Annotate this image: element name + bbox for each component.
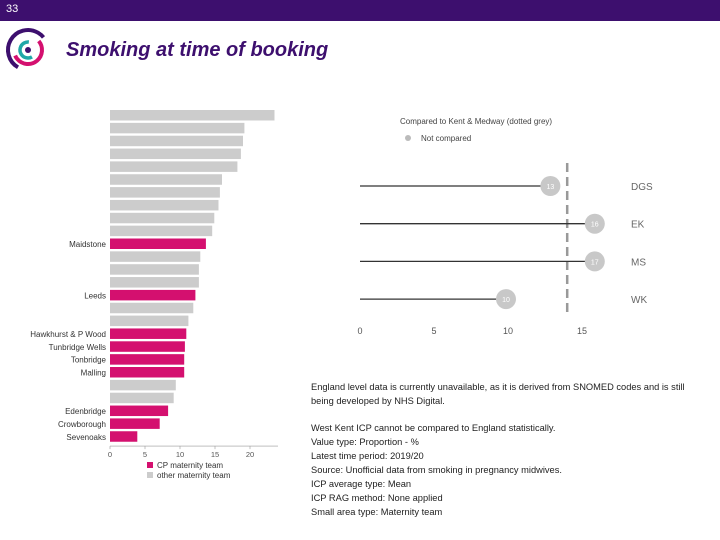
bar-label: Malling xyxy=(81,369,106,378)
bar-malling xyxy=(110,367,185,378)
lollipop-row-label: WK xyxy=(631,295,647,306)
slide-number: 33 xyxy=(6,3,19,15)
bar-other-3 xyxy=(110,148,241,160)
organisation-logo-icon xyxy=(6,28,51,72)
lollipop-x-tick-label: 15 xyxy=(577,326,587,336)
lollipop-dot-wk xyxy=(496,289,516,310)
lollipop-dot-ek xyxy=(584,213,605,234)
lollipop-x-tick-label: 0 xyxy=(357,326,362,336)
bar-x-tick-label: 20 xyxy=(246,450,254,459)
bar-other-5 xyxy=(110,174,222,185)
lollipop-value: 13 xyxy=(547,184,555,191)
bar-other-8 xyxy=(110,212,215,224)
bar-label: Edenbridge xyxy=(65,407,106,416)
page-title: Smoking at time of booking xyxy=(66,39,329,61)
notes-panel: England level data is currently unavaila… xyxy=(311,380,701,519)
bar-label: Maidstone xyxy=(69,240,106,249)
bar-hawkhurst-p-wood xyxy=(110,328,187,339)
bar-x-tick-label: 15 xyxy=(211,450,219,459)
bar-leeds xyxy=(110,289,196,301)
bar-other-15 xyxy=(110,302,194,314)
bar-other-11 xyxy=(110,251,201,262)
lollipop-dot-ms xyxy=(584,251,605,272)
bar-crowborough xyxy=(110,418,160,429)
bar-x-tick-label: 10 xyxy=(176,450,184,459)
bar-label: Leeds xyxy=(84,291,106,300)
lollipop-row-label: MS xyxy=(631,257,646,268)
lollipop-value: 10 xyxy=(502,297,510,304)
bar-label: Hawkhurst & P Wood xyxy=(30,330,106,339)
notes-line-area: Small area type: Maternity team xyxy=(311,507,443,517)
bar-other-21 xyxy=(110,379,176,391)
bar-other-22 xyxy=(110,392,174,404)
notes-line-average: ICP average type: Mean xyxy=(311,479,412,489)
bar-other-2 xyxy=(110,135,243,147)
bar-sevenoaks xyxy=(110,431,138,442)
lollipop-legend-label: Not compared xyxy=(421,134,471,143)
bar-edenbridge xyxy=(110,405,169,417)
bar-label: Sevenoaks xyxy=(66,433,106,442)
notes-line-value-type: Value type: Proportion - % xyxy=(311,437,419,447)
notes-paragraph: England level data is currently unavaila… xyxy=(311,382,685,406)
bar-other-1 xyxy=(110,122,245,134)
lollipop-x-tick-label: 10 xyxy=(503,326,513,336)
bar-other-0 xyxy=(110,110,275,121)
lollipop-title: Compared to Kent & Medway (dotted grey) xyxy=(400,117,552,126)
lollipop-row-label: EK xyxy=(631,220,645,231)
lollipop-dot-dgs xyxy=(540,176,561,196)
bar-other-13 xyxy=(110,277,199,288)
header-bar: 33 xyxy=(0,0,720,21)
bar-other-6 xyxy=(110,187,220,198)
bar-other-4 xyxy=(110,161,238,172)
bar-other-9 xyxy=(110,225,213,237)
legend-swatch-cp xyxy=(147,462,153,468)
bar-label: Tonbridge xyxy=(71,356,107,365)
bar-other-7 xyxy=(110,199,219,211)
legend-label-cp: CP maternity team xyxy=(157,461,223,470)
bar-maidstone xyxy=(110,238,206,249)
notes-line-period: Latest time period: 2019/20 xyxy=(311,451,424,461)
legend-swatch-other xyxy=(147,472,153,478)
bar-x-tick-label: 5 xyxy=(143,450,147,459)
notes-line-icp: West Kent ICP cannot be compared to Engl… xyxy=(311,423,556,433)
lollipop-value: 17 xyxy=(591,259,599,266)
bar-label: Tunbridge Wells xyxy=(49,343,106,352)
legend-label-other: other maternity team xyxy=(157,471,231,480)
lollipop-row-label: DGS xyxy=(631,182,653,193)
lollipop-legend-dot xyxy=(405,135,411,141)
bar-other-12 xyxy=(110,264,199,275)
lollipop-x-tick-label: 5 xyxy=(431,326,436,336)
notes-line-rag: ICP RAG method: None applied xyxy=(311,493,443,503)
bar-label: Crowborough xyxy=(58,420,106,429)
bar-x-tick-label: 0 xyxy=(108,450,112,459)
bar-other-16 xyxy=(110,315,189,327)
lollipop-value: 16 xyxy=(591,222,599,229)
bar-tunbridge-wells xyxy=(110,341,185,352)
notes-line-source: Source: Unofficial data from smoking in … xyxy=(311,465,562,475)
bar-tonbridge xyxy=(110,354,185,365)
